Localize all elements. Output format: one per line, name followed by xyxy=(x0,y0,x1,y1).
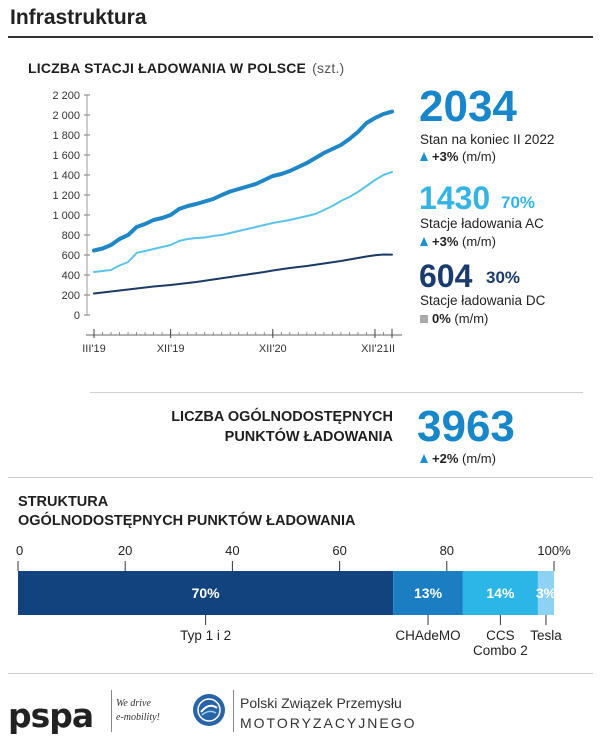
logo-separator xyxy=(111,690,112,732)
line-chart: 0 200 400 600 800 1 000 1 200 1 400 1 600 1 800 2 … xyxy=(52,90,402,355)
bar-segment xyxy=(537,571,554,615)
x-tick-label: III'19 xyxy=(82,343,106,355)
bar-value-label: 70% xyxy=(192,585,221,601)
y-tick-label: 1 200 xyxy=(52,190,80,202)
category-label: Tesla xyxy=(530,628,562,643)
kpi-total-change: +3% (m/m) xyxy=(420,149,496,164)
x-tick-label: 0 xyxy=(16,543,23,558)
up-triangle-icon xyxy=(420,237,428,246)
header-rule xyxy=(8,36,593,38)
pspa-logo: pspa xyxy=(8,696,94,735)
kpi-dc-value: 604 xyxy=(419,258,473,294)
x-tick-label: XII'21 xyxy=(361,343,389,355)
y-tick-label: 600 xyxy=(62,250,80,262)
public-points-value: 3963 xyxy=(417,402,515,451)
x-tick-label: XII'19 xyxy=(157,343,185,355)
pzpm-name-line1: Polski Związek Przemysłu xyxy=(240,695,402,711)
kpi-total-desc: Stan na koniec II 2022 xyxy=(420,132,555,147)
x-tick-label: II xyxy=(389,343,395,355)
up-triangle-icon xyxy=(420,454,428,463)
section-divider xyxy=(8,477,593,478)
x-tick-label: XII'20 xyxy=(259,343,287,355)
x-tick-label: 100% xyxy=(537,543,571,558)
kpi-total-period: (m/m) xyxy=(462,149,496,164)
kpi-dc-share: 30% xyxy=(486,268,521,287)
footer-divider xyxy=(8,673,593,674)
line-chart-title-text: LICZBA STACJI ŁADOWANIA W POLSCE xyxy=(28,60,307,76)
structure-title: STRUKTURA OGÓLNODOSTĘPNYCH PUNKTÓW ŁADOWA… xyxy=(18,493,356,531)
public-points-change: +2% (m/m) xyxy=(420,451,496,466)
page-title: Infrastruktura xyxy=(10,6,147,29)
kpi-total-change-value: +3% xyxy=(432,149,459,164)
series-line-ac xyxy=(93,171,393,273)
kpi-dc-period: (m/m) xyxy=(454,311,489,326)
bar-value-label: 14% xyxy=(486,585,515,601)
x-tick-label: 20 xyxy=(118,543,132,558)
x-tick-label: 60 xyxy=(332,543,346,558)
kpi-ac-change: +3% (m/m) xyxy=(420,234,496,249)
public-points-period: (m/m) xyxy=(462,451,496,466)
series-line-total xyxy=(92,109,394,253)
public-points-label-line2: PUNKTÓW ŁADOWANIA xyxy=(224,429,393,445)
line-chart-title: LICZBA STACJI ŁADOWANIA W POLSCE (szt.) xyxy=(28,60,344,76)
line-chart-unit: (szt.) xyxy=(312,60,345,76)
y-tick-label: 200 xyxy=(62,290,80,302)
y-tick-label: 800 xyxy=(62,230,80,242)
pzpm-name-line2: MOTORYZACYJNEGO xyxy=(240,715,417,731)
structure-title-line1: STRUKTURA xyxy=(18,494,109,510)
up-triangle-icon xyxy=(420,152,428,161)
y-tick-label: 1 600 xyxy=(52,150,80,162)
pspa-tagline-line2: e-mobility! xyxy=(116,712,160,723)
category-label: CHAdeMO xyxy=(395,628,460,643)
category-label: CCS xyxy=(486,628,515,643)
category-label: Typ 1 i 2 xyxy=(180,628,231,643)
kpi-total-value: 2034 xyxy=(419,82,517,131)
bar-value-label: 3% xyxy=(536,585,557,601)
y-tick-label: 1 000 xyxy=(52,210,80,222)
y-tick-label: 400 xyxy=(62,270,80,282)
structure-bar-chart: 0 20 40 60 80 100% 70% Typ 1 i 2 13% CHAdeMO 14% CC… xyxy=(16,543,571,658)
kpi-ac-value: 1430 xyxy=(419,180,491,216)
y-tick-label: 2 200 xyxy=(52,90,80,102)
category-label: Combo 2 xyxy=(473,643,528,658)
bar-segment xyxy=(18,571,394,615)
y-tick-label: 0 xyxy=(74,310,80,322)
kpi-dc-change-value: 0% xyxy=(432,311,451,326)
series-line-dc xyxy=(93,253,393,295)
kpi-ac-change-value: +3% xyxy=(432,234,459,249)
pzpm-emblem-icon xyxy=(193,694,225,726)
y-tick-label: 1 400 xyxy=(52,170,80,182)
public-points-label-line1: LICZBA OGÓLNODOSTĘPNYCH xyxy=(171,409,393,425)
kpi-dc-change: 0% (m/m) xyxy=(420,311,488,326)
x-tick-label: 40 xyxy=(225,543,239,558)
kpi-ac-period: (m/m) xyxy=(462,234,496,249)
public-points-change-value: +2% xyxy=(432,451,459,466)
bar-value-label: 13% xyxy=(414,585,443,601)
structure-title-line2: OGÓLNODOSTĘPNYCH PUNKTÓW ŁADOWANIA xyxy=(18,513,356,529)
bar-segment xyxy=(462,571,538,615)
y-tick-label: 2 000 xyxy=(52,110,80,122)
kpi-dc-desc: Stacje ładowania DC xyxy=(420,293,546,308)
pspa-tagline: We drive e-mobility! xyxy=(116,697,160,725)
x-tick-label: 80 xyxy=(440,543,454,558)
y-tick-label: 1 800 xyxy=(52,130,80,142)
logo-separator xyxy=(233,690,234,732)
kpi-ac-share: 70% xyxy=(501,193,536,212)
kpi-ac-desc: Stacje ładowania AC xyxy=(420,216,544,231)
neutral-square-icon xyxy=(420,315,428,323)
public-points-label: LICZBA OGÓLNODOSTĘPNYCH PUNKTÓW ŁADOWANIA xyxy=(140,407,393,447)
bar-segment xyxy=(393,571,463,615)
section-divider xyxy=(90,392,583,393)
pspa-tagline-line1: We drive xyxy=(116,698,151,709)
